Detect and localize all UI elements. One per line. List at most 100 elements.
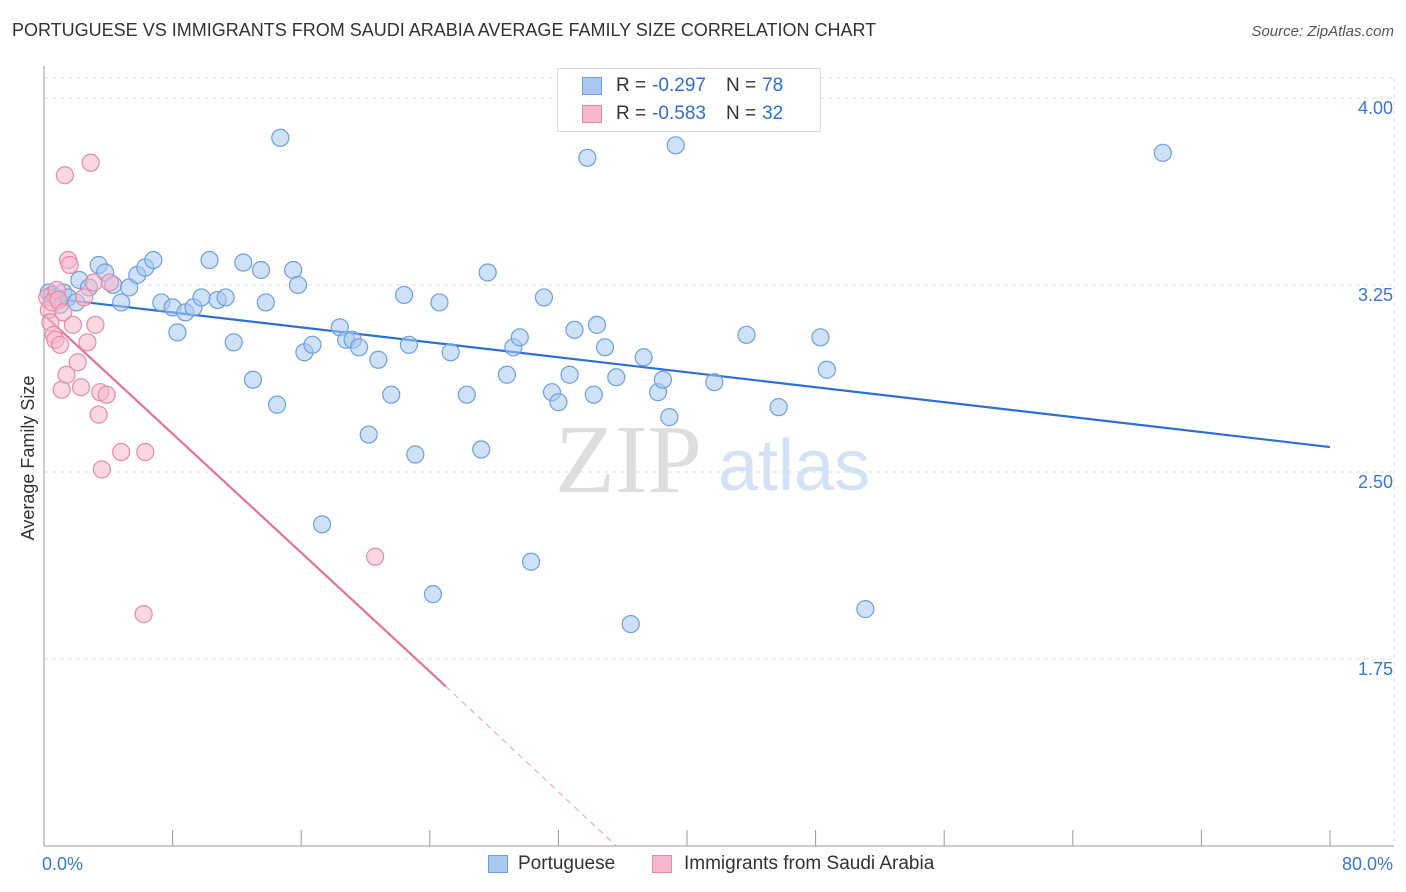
x-tick-label: 80.0%: [1342, 854, 1393, 874]
bottom-legend-portuguese: Portuguese: [488, 852, 615, 876]
portuguese-point: [359, 425, 378, 444]
portuguese-point: [737, 325, 756, 344]
portuguese-point: [457, 385, 476, 404]
portuguese-point: [224, 333, 243, 352]
portuguese-point: [256, 293, 275, 312]
bottom-legend-label: Immigrants from Saudi Arabia: [684, 853, 935, 874]
saudi-point: [97, 385, 116, 404]
y-axis-title: Average Family Size: [18, 376, 38, 541]
portuguese-point: [271, 128, 290, 147]
legend-n-label: N =: [725, 75, 757, 96]
portuguese-point: [423, 585, 443, 604]
saudi-point: [112, 442, 131, 462]
y-tick-label: 3.25: [1358, 285, 1393, 305]
saudi-point: [81, 153, 100, 172]
portuguese-point: [560, 365, 579, 384]
chart-source: Source: ZipAtlas.com: [1251, 23, 1394, 40]
bottom-legend-saudi: Immigrants from Saudi Arabia: [652, 852, 934, 876]
portuguese-point: [521, 552, 541, 571]
saudi-point: [86, 315, 105, 334]
portuguese-point: [1153, 143, 1172, 162]
portuguese-point: [243, 370, 263, 389]
legend-r-label: R =: [616, 75, 647, 96]
saudi-point: [134, 605, 153, 624]
legend-n-label: N =: [725, 103, 757, 124]
portuguese-trend-line: [43, 296, 1331, 449]
portuguese-point: [587, 315, 607, 334]
legend-row-portuguese: R = -0.297 N = 78: [582, 73, 783, 99]
portuguese-point: [472, 440, 491, 459]
portuguese-point: [234, 253, 253, 272]
saudi-point: [60, 255, 79, 275]
portuguese-point: [565, 320, 584, 339]
trend-lines: [43, 296, 1331, 847]
axes: [43, 66, 1394, 847]
saudi-point: [366, 547, 385, 566]
portuguese-point: [666, 136, 685, 155]
legend-n-value: 78: [762, 75, 784, 96]
portuguese-point: [369, 350, 388, 369]
y-tick-label: 1.75: [1358, 659, 1393, 679]
y-tick-label: 2.50: [1358, 472, 1393, 492]
portuguese-point: [856, 600, 875, 619]
saudi-point: [136, 442, 155, 462]
legend-row-saudi: R = -0.583 N = 32: [582, 101, 783, 127]
bottom-legend-swatch-pink: [652, 855, 672, 873]
legend-r-value: -0.583: [652, 103, 706, 124]
portuguese-point: [112, 293, 131, 312]
portuguese-point: [406, 445, 425, 464]
portuguese-point: [534, 288, 554, 307]
portuguese-point: [430, 293, 449, 312]
portuguese-point: [578, 148, 597, 167]
portuguese-point: [144, 250, 163, 270]
data-points: [38, 128, 1172, 634]
portuguese-point: [653, 370, 672, 389]
portuguese-point: [607, 368, 626, 387]
portuguese-point: [510, 328, 529, 347]
bottom-legend-swatch-blue: [488, 855, 508, 873]
chart-title: PORTUGUESE VS IMMIGRANTS FROM SAUDI ARAB…: [12, 20, 877, 40]
portuguese-point: [595, 338, 615, 357]
portuguese-point: [303, 335, 322, 354]
portuguese-point: [621, 614, 640, 634]
portuguese-point: [769, 398, 788, 417]
portuguese-point: [660, 408, 679, 427]
saudi-point: [100, 273, 120, 292]
portuguese-point: [349, 338, 369, 357]
portuguese-point: [584, 385, 603, 404]
portuguese-point: [216, 288, 235, 307]
portuguese-point: [382, 385, 401, 404]
saudi-trend-line: [43, 314, 447, 688]
saudi-point: [92, 460, 111, 479]
portuguese-point: [705, 373, 724, 392]
y-tick-label: 4.00: [1358, 98, 1393, 118]
saudi-point: [54, 303, 73, 322]
watermark-atlas: atlas: [718, 426, 870, 506]
portuguese-point: [288, 275, 308, 295]
correlation-legend: R = -0.297 N = 78 R = -0.583 N = 32: [557, 68, 821, 132]
portuguese-point: [267, 395, 287, 414]
portuguese-point: [478, 263, 497, 282]
legend-n-value: 32: [762, 103, 784, 124]
saudi-point: [50, 335, 70, 354]
watermark-zip: ZIP: [555, 406, 702, 514]
portuguese-point: [312, 515, 332, 534]
portuguese-point: [251, 260, 271, 280]
portuguese-point: [200, 250, 219, 270]
legend-r-label: R =: [616, 103, 647, 124]
tick-labels: 1.75 2.50 3.25 4.00 0.0% 80.0% Average Family …: [18, 98, 1393, 874]
x-tick-label: 0.0%: [42, 854, 83, 874]
legend-swatch-pink: [582, 105, 602, 123]
saudi-point: [71, 378, 91, 397]
saudi-point: [89, 405, 108, 424]
legend-swatch-blue: [582, 77, 602, 95]
portuguese-point: [399, 335, 419, 354]
saudi-point: [57, 365, 76, 384]
portuguese-point: [497, 365, 517, 384]
portuguese-point: [811, 328, 830, 347]
portuguese-point: [634, 348, 653, 367]
portuguese-point: [192, 288, 211, 307]
portuguese-point: [168, 323, 187, 342]
portuguese-point: [441, 343, 460, 362]
